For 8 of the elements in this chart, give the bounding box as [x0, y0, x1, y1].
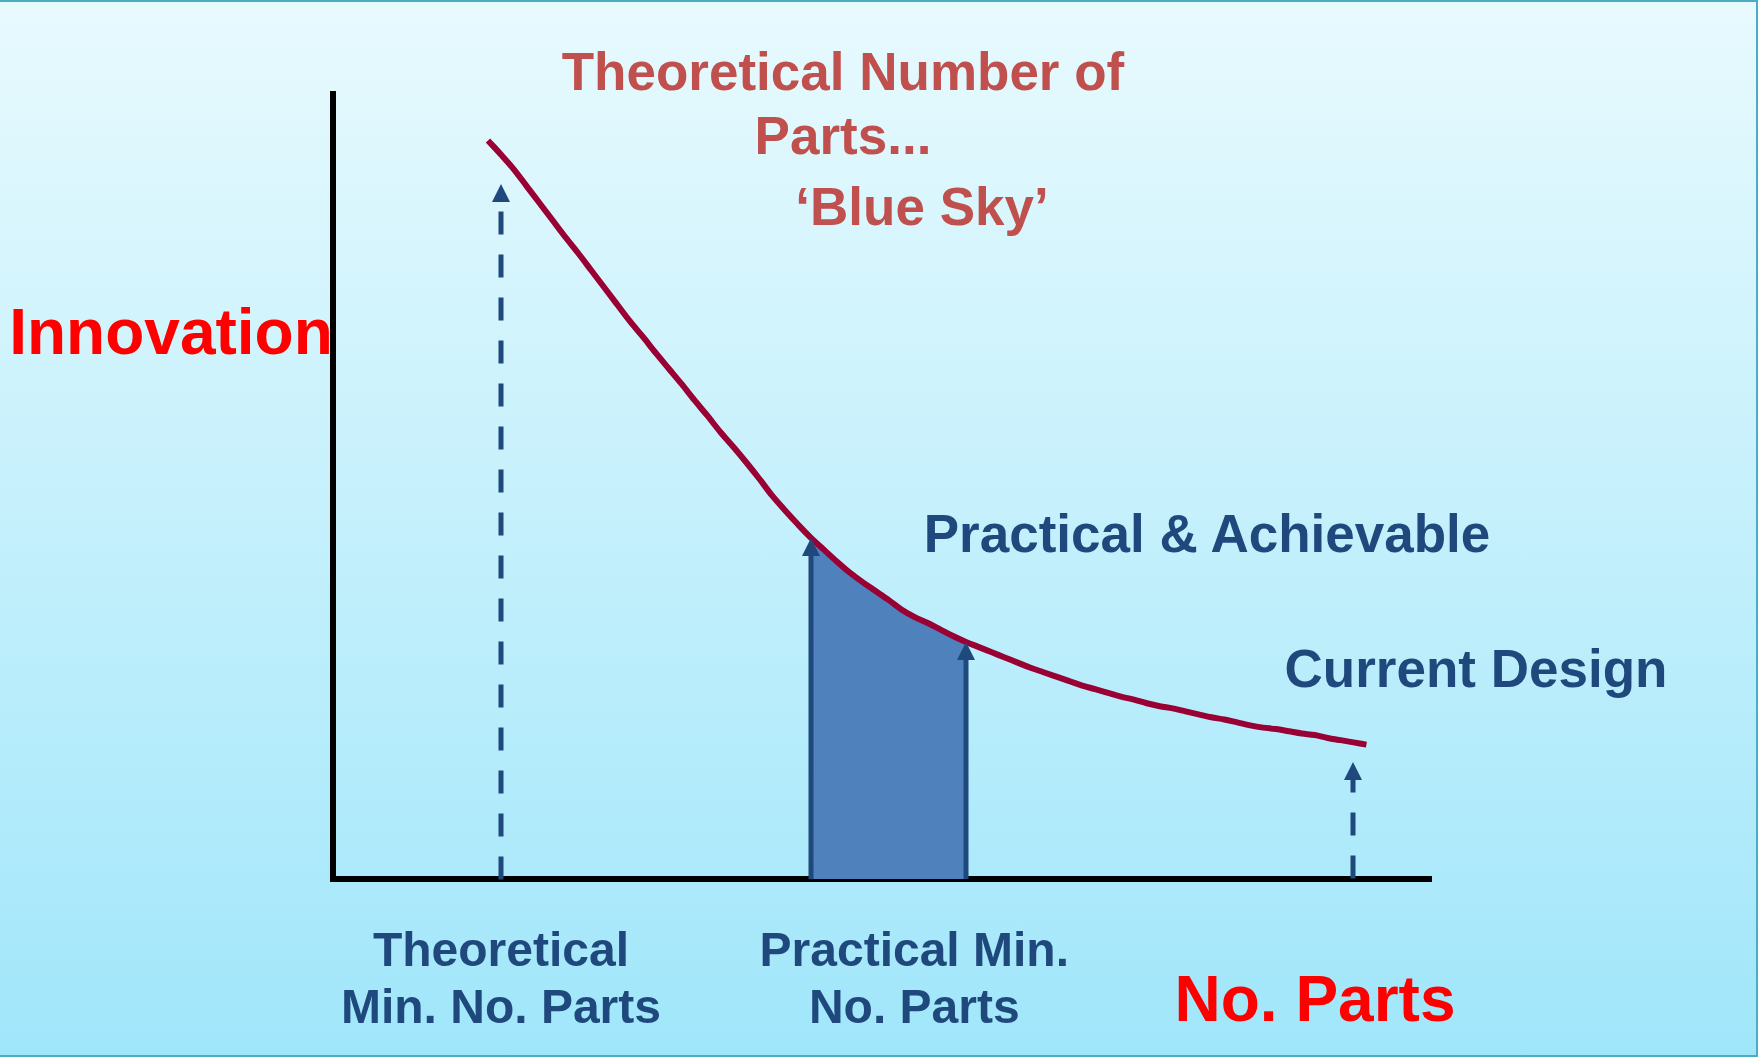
annotation: ‘Blue Sky’ — [795, 176, 1049, 238]
annotation: Current Design — [1284, 638, 1668, 700]
x-axis-title: No. Parts — [1174, 963, 1456, 1037]
x-tick-label: Theoretical Min. No. Parts — [340, 922, 661, 1033]
annotation: Practical & Achievable — [923, 503, 1491, 565]
y-axis-title: Innovation — [9, 296, 333, 370]
x-tick-label: Practical Min. No. Parts — [759, 922, 1070, 1033]
annotation: Theoretical Number of Parts... — [560, 41, 1126, 167]
